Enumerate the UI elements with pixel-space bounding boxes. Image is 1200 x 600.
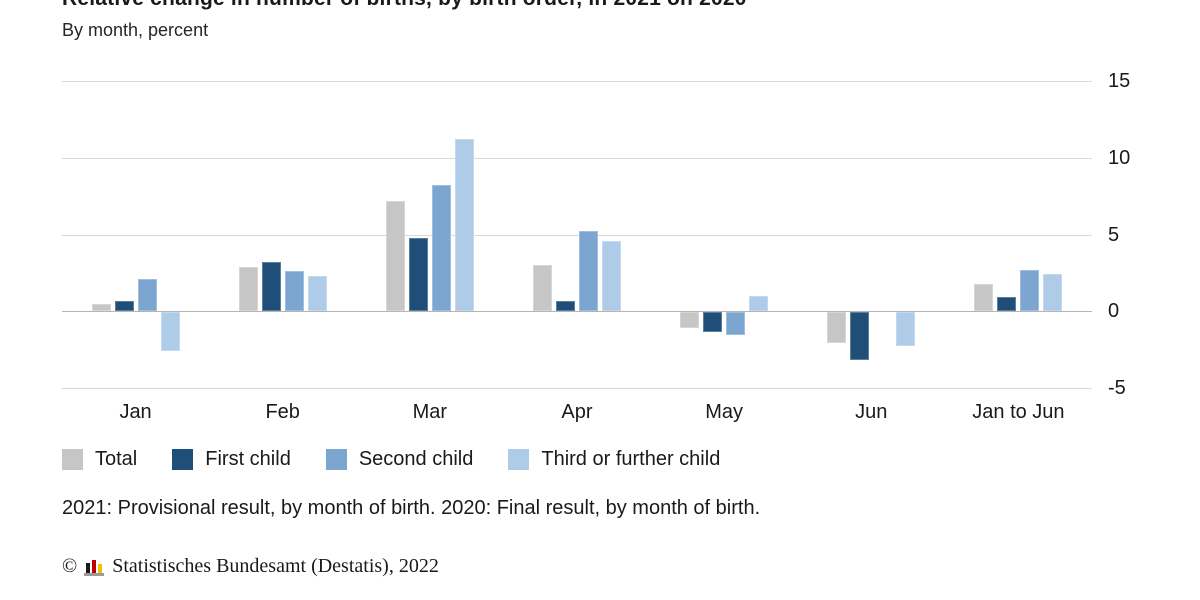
legend-item-total: Total <box>62 448 137 471</box>
x-axis-label-jan-to-jun: Jan to Jun <box>972 401 1065 423</box>
bar-total-jan-to-jun <box>974 283 994 312</box>
y-tick-label-10: 10 <box>1108 146 1131 169</box>
copyright-line: © Statistisches Bundesamt (Destatis), 20… <box>62 555 439 578</box>
bar-second-child-mar <box>431 185 451 312</box>
gridline <box>62 157 1092 159</box>
bar-first-child-jan <box>114 300 134 312</box>
bar-third-or-further-child-feb <box>307 275 327 312</box>
gridline <box>62 388 1092 389</box>
x-axis-label-may: May <box>705 401 744 423</box>
legend-item-third-or-further-child: Third or further child <box>508 448 720 471</box>
bar-second-child-jan-to-jun <box>1020 269 1040 312</box>
bar-chart-plot-area: Jan Feb Mar Apr May Jun Jan to Jun <box>62 0 1092 430</box>
bar-total-apr <box>533 265 552 312</box>
bar-third-or-further-child-jun <box>896 312 916 347</box>
legend-swatch-second-child <box>325 449 347 470</box>
x-axis-label-jun: Jun <box>855 401 888 423</box>
bar-total-feb <box>238 266 258 312</box>
copyright-text: Statistisches Bundesamt (Destatis), 2022 <box>112 555 439 577</box>
logo-bar <box>98 564 103 573</box>
zero-gridline <box>62 311 1092 313</box>
y-axis-tick-labels: 15 10 5 0 -5 <box>1108 0 1178 430</box>
bar-third-or-further-child-mar <box>454 139 474 312</box>
bar-first-child-feb <box>261 262 281 312</box>
legend-label: Total <box>95 448 138 470</box>
bar-third-or-further-child-jan <box>160 312 180 351</box>
bar-total-jan <box>91 303 111 312</box>
y-tick-label-0: 0 <box>1108 300 1120 323</box>
bar-third-or-further-child-may <box>749 295 769 312</box>
gridline <box>62 234 1092 236</box>
bar-first-child-apr <box>556 300 575 312</box>
destatis-logo-icon <box>84 560 105 576</box>
legend-item-first-child: First child <box>172 448 291 471</box>
gridline <box>62 81 1092 82</box>
bar-second-child-may <box>726 312 746 336</box>
bar-first-child-jun <box>850 312 870 360</box>
chart-legend: Total First child Second child Third or fur… <box>62 448 755 471</box>
bar-first-child-mar <box>408 237 428 312</box>
legend-label: Third or further child <box>541 448 721 470</box>
legend-label: First child <box>205 448 291 470</box>
bar-third-or-further-child-jan-to-jun <box>1043 274 1063 312</box>
footnote: 2021: Provisional result, by month of bi… <box>62 497 761 519</box>
chart-title: Relative change in number of births, by … <box>62 0 747 11</box>
bar-total-may <box>680 312 700 328</box>
copyright-symbol: © <box>62 555 78 577</box>
y-tick-label-15: 15 <box>1108 70 1131 92</box>
x-axis-label-jan: Jan <box>119 401 152 423</box>
legend-swatch-first-child <box>172 449 194 470</box>
bar-total-jun <box>827 312 847 343</box>
legend-swatch-third-or-further-child <box>508 449 530 470</box>
bar-first-child-may <box>703 312 723 333</box>
legend-item-second-child: Second child <box>325 448 474 471</box>
bar-total-mar <box>385 200 405 312</box>
bar-second-child-feb <box>284 271 304 312</box>
legend-label: Second child <box>358 448 474 470</box>
chart-subtitle: By month, percent <box>62 20 209 40</box>
bar-second-child-apr <box>579 231 598 312</box>
x-axis-label-mar: Mar <box>412 401 448 423</box>
bar-third-or-further-child-apr <box>602 240 621 312</box>
y-tick-label-5: 5 <box>1108 223 1120 246</box>
x-axis-label-feb: Feb <box>265 401 300 423</box>
logo-bar <box>92 560 97 573</box>
logo-bar <box>86 563 91 573</box>
bar-first-child-jan-to-jun <box>997 297 1017 312</box>
legend-swatch-total <box>62 449 83 470</box>
y-tick-label--5: -5 <box>1108 377 1126 399</box>
x-axis-label-apr: Apr <box>561 401 593 423</box>
bar-second-child-jan <box>137 279 157 312</box>
